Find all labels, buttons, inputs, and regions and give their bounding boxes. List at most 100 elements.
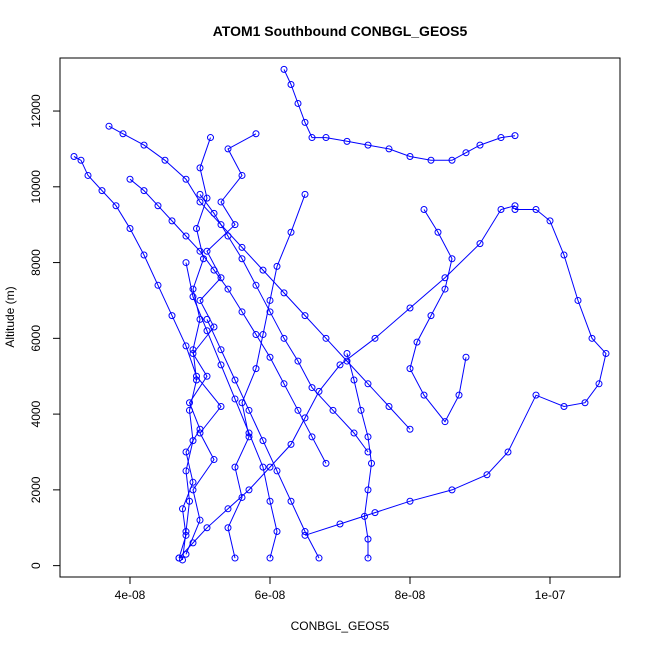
y-axis: 0 2000 4000 6000 8000 10000 12000 <box>29 94 60 569</box>
series-line <box>182 137 211 561</box>
x-tick-label: 1e-07 <box>535 588 566 602</box>
y-tick-label: 4000 <box>29 400 43 427</box>
data-point <box>196 190 204 198</box>
data-point <box>140 251 148 259</box>
data-point <box>231 376 239 384</box>
data-point <box>462 149 470 157</box>
data-point <box>448 255 456 263</box>
data-point <box>532 391 540 399</box>
data-point <box>193 224 200 232</box>
data-point <box>217 274 225 282</box>
series-line <box>129 178 327 464</box>
data-point <box>364 554 372 562</box>
data-point <box>186 406 193 414</box>
series-layer <box>70 65 610 564</box>
data-point <box>364 141 372 149</box>
data-point <box>245 486 253 494</box>
data-point <box>385 145 393 153</box>
data-point <box>203 327 211 335</box>
data-point <box>196 247 204 255</box>
data-point <box>546 217 554 225</box>
data-point <box>140 187 148 195</box>
data-point <box>574 296 582 304</box>
data-point <box>210 209 218 217</box>
data-point <box>224 524 232 532</box>
data-point <box>532 206 540 214</box>
series-line <box>304 209 607 536</box>
data-point <box>182 175 190 183</box>
data-point <box>371 509 379 517</box>
data-point <box>273 467 281 475</box>
x-tick-label: 4e-08 <box>115 588 146 602</box>
data-point <box>77 156 85 164</box>
data-series <box>301 206 610 539</box>
series-line <box>409 209 467 423</box>
data-point <box>329 406 337 414</box>
data-point <box>581 399 589 407</box>
data-point <box>476 240 484 248</box>
data-point <box>287 81 295 89</box>
data-point <box>385 403 393 411</box>
data-point <box>189 346 197 354</box>
series-line <box>206 319 320 559</box>
data-point <box>154 202 162 210</box>
data-point <box>413 338 421 346</box>
data-point <box>238 255 246 263</box>
data-point <box>224 145 232 153</box>
data-point <box>427 156 435 164</box>
series-line <box>185 262 278 559</box>
data-point <box>420 206 428 214</box>
data-series <box>203 315 323 562</box>
data-point <box>168 217 176 225</box>
data-point <box>182 448 190 456</box>
data-point <box>301 528 309 536</box>
plot-area <box>70 65 610 564</box>
data-point <box>259 437 267 445</box>
data-point <box>252 331 260 339</box>
series-line <box>346 353 373 559</box>
data-point <box>294 406 302 414</box>
data-point <box>322 459 330 467</box>
y-tick-label: 12000 <box>29 94 43 128</box>
data-point <box>308 134 316 142</box>
series-line <box>73 156 222 555</box>
data-point <box>245 429 253 437</box>
data-point <box>301 190 309 198</box>
y-tick-label: 2000 <box>29 476 43 503</box>
data-point <box>364 380 372 388</box>
data-point <box>595 380 603 388</box>
data-point <box>207 134 214 142</box>
data-point <box>105 122 113 130</box>
data-point <box>368 459 375 467</box>
data-point <box>588 334 596 342</box>
data-point <box>427 312 435 320</box>
data-point <box>186 497 193 505</box>
data-point <box>238 171 246 179</box>
data-point <box>196 296 204 304</box>
data-point <box>448 156 456 164</box>
data-point <box>217 346 225 354</box>
data-point <box>70 152 78 160</box>
data-point <box>217 361 225 369</box>
data-point <box>231 395 239 403</box>
data-point <box>252 130 260 138</box>
data-point <box>287 497 295 505</box>
data-point <box>315 554 323 562</box>
data-series <box>105 122 414 433</box>
data-point <box>210 456 218 464</box>
data-point <box>182 528 190 536</box>
data-point <box>511 202 519 210</box>
x-tick-label: 8e-08 <box>395 588 426 602</box>
data-point <box>154 281 162 289</box>
y-axis-label: Altitude (m) <box>3 286 17 347</box>
data-point <box>161 156 169 164</box>
data-point <box>189 539 197 547</box>
data-point <box>336 361 344 369</box>
data-point <box>343 349 351 357</box>
data-point <box>196 516 204 524</box>
series-line <box>178 205 516 559</box>
series-line <box>108 125 411 430</box>
data-point <box>193 376 200 384</box>
data-point <box>266 308 274 316</box>
